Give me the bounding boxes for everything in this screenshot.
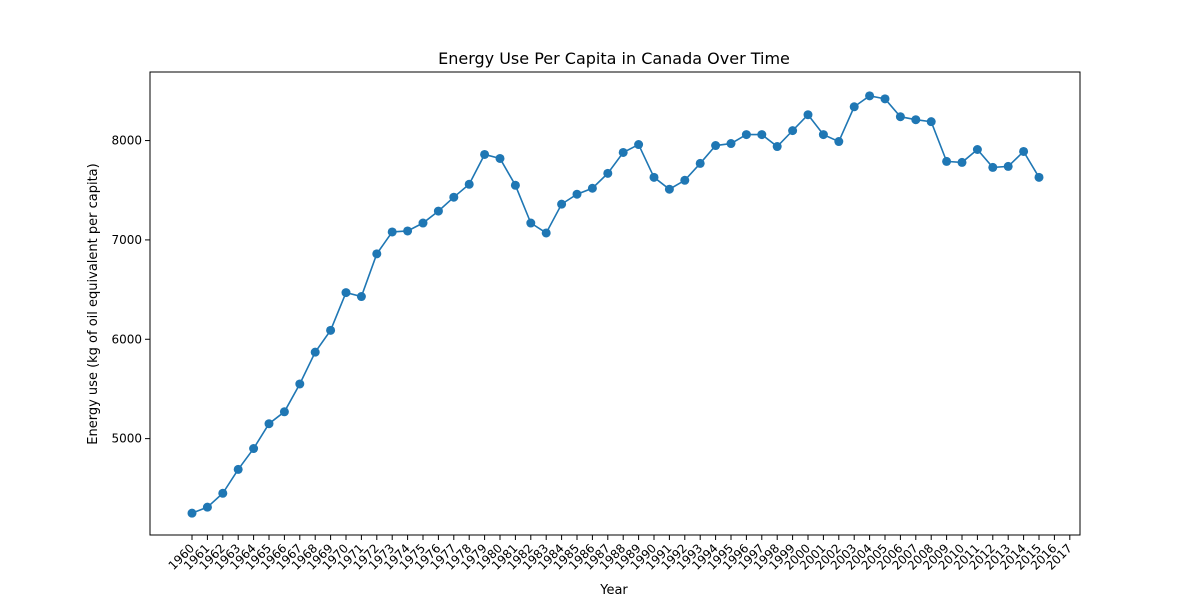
data-point [495,153,505,163]
data-point [202,502,212,512]
data-point [557,199,567,209]
series-points [187,91,1044,518]
data-point [387,227,397,237]
data-point [295,379,305,389]
data-point [418,218,428,228]
x-axis: 1960196119621963196419651966196719681969… [166,535,1075,573]
data-point [988,162,998,172]
y-axis-label: Energy use (kg of oil equivalent per cap… [86,163,101,444]
data-point [433,206,443,216]
data-point [664,184,674,194]
data-point [526,218,536,228]
data-point [972,144,982,154]
y-tick-label: 6000 [111,332,142,346]
data-point [757,130,767,140]
data-point [264,419,274,429]
data-point [741,130,751,140]
data-point [480,149,490,159]
data-point [279,407,289,417]
data-point [587,183,597,193]
data-point [788,126,798,136]
data-point [895,112,905,122]
data-point [218,488,228,498]
data-point [541,228,551,238]
data-point [449,192,459,202]
data-point [326,325,336,335]
data-point [372,249,382,259]
y-axis: 5000 6000 7000 8000 [111,134,150,446]
data-point [1003,161,1013,171]
series-line [191,94,1040,514]
y-tick-label: 7000 [111,233,142,247]
data-point [1019,146,1029,156]
data-point [880,94,890,104]
data-point [464,179,474,189]
data-point [310,347,320,357]
data-point [403,226,413,236]
data-point [1034,172,1044,182]
data-point [618,147,628,157]
data-point [695,158,705,168]
y-tick-label: 8000 [111,134,142,148]
data-point [849,102,859,112]
data-point [187,508,197,518]
data-point [603,168,613,178]
data-point [911,115,921,125]
data-point [926,117,936,127]
data-point [957,157,967,167]
data-point [726,139,736,149]
plot-area-frame [149,71,1081,536]
data-point [233,464,243,474]
data-point [803,110,813,120]
data-point [634,140,644,150]
data-point [572,189,582,199]
data-point [341,288,351,298]
data-point [711,141,721,151]
x-axis-label: Year [599,583,628,598]
data-point [942,156,952,166]
data-point [818,130,828,140]
data-point [772,142,782,152]
data-point [680,175,690,185]
data-point [356,292,366,302]
data-point [249,444,259,454]
data-point [510,180,520,190]
data-point [834,137,844,147]
data-point [649,172,659,182]
chart-title: Energy Use Per Capita in Canada Over Tim… [438,49,790,68]
data-point [865,91,875,101]
y-tick-label: 5000 [111,432,142,446]
